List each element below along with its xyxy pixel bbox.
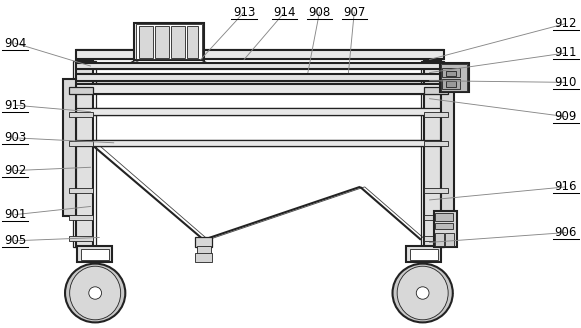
Text: 908: 908 [309,6,331,19]
Text: 912: 912 [555,17,577,30]
Text: 901: 901 [4,208,26,221]
Bar [421,61,444,247]
Bar [446,71,456,76]
Bar [136,24,202,59]
Bar [69,87,94,94]
Bar [69,141,94,146]
Bar [134,23,203,60]
Bar [76,140,444,146]
Text: 902: 902 [4,164,26,177]
Bar [76,84,444,94]
Bar [424,87,448,94]
Ellipse shape [397,266,448,320]
Bar [63,79,76,216]
Text: 905: 905 [4,234,26,247]
Bar [171,26,185,58]
Text: 916: 916 [555,180,577,194]
Bar [195,237,212,247]
Text: 909: 909 [555,110,577,123]
Bar [69,236,94,241]
Bar [139,26,153,58]
Ellipse shape [416,287,429,299]
Bar [424,215,448,219]
Bar [76,74,444,81]
Bar [76,61,94,247]
Bar [81,249,109,260]
Bar [69,215,94,219]
Bar [424,141,448,146]
Bar [196,246,210,254]
Text: 910: 910 [555,76,577,89]
Bar [410,249,437,260]
Text: 907: 907 [343,6,365,19]
Bar [434,211,457,247]
Bar [77,246,112,262]
Bar [76,109,444,115]
Bar [435,213,453,221]
Bar [442,79,460,89]
Bar [187,26,198,58]
Bar [73,61,96,247]
Ellipse shape [393,264,453,322]
Bar [441,64,467,91]
Bar [76,50,444,59]
Text: 915: 915 [4,99,26,112]
Bar [69,189,94,194]
Text: 904: 904 [4,37,26,50]
Text: 914: 914 [274,6,296,19]
Bar [407,246,441,262]
Bar [69,112,94,117]
Text: 906: 906 [555,226,577,239]
Ellipse shape [70,266,121,320]
Bar [441,79,454,216]
Bar [435,223,453,229]
Bar [446,81,456,87]
Bar [445,233,454,246]
Text: 911: 911 [555,47,577,59]
Bar [435,233,444,246]
Bar [442,68,460,77]
Text: 913: 913 [233,6,255,19]
Bar [424,61,441,247]
Bar [76,63,444,69]
Ellipse shape [89,287,102,299]
Bar [424,112,448,117]
Ellipse shape [65,264,125,322]
Bar [155,26,169,58]
Bar [424,236,448,241]
Text: 903: 903 [4,132,26,144]
Bar [195,253,211,262]
Bar [424,189,448,194]
Bar [440,63,469,92]
